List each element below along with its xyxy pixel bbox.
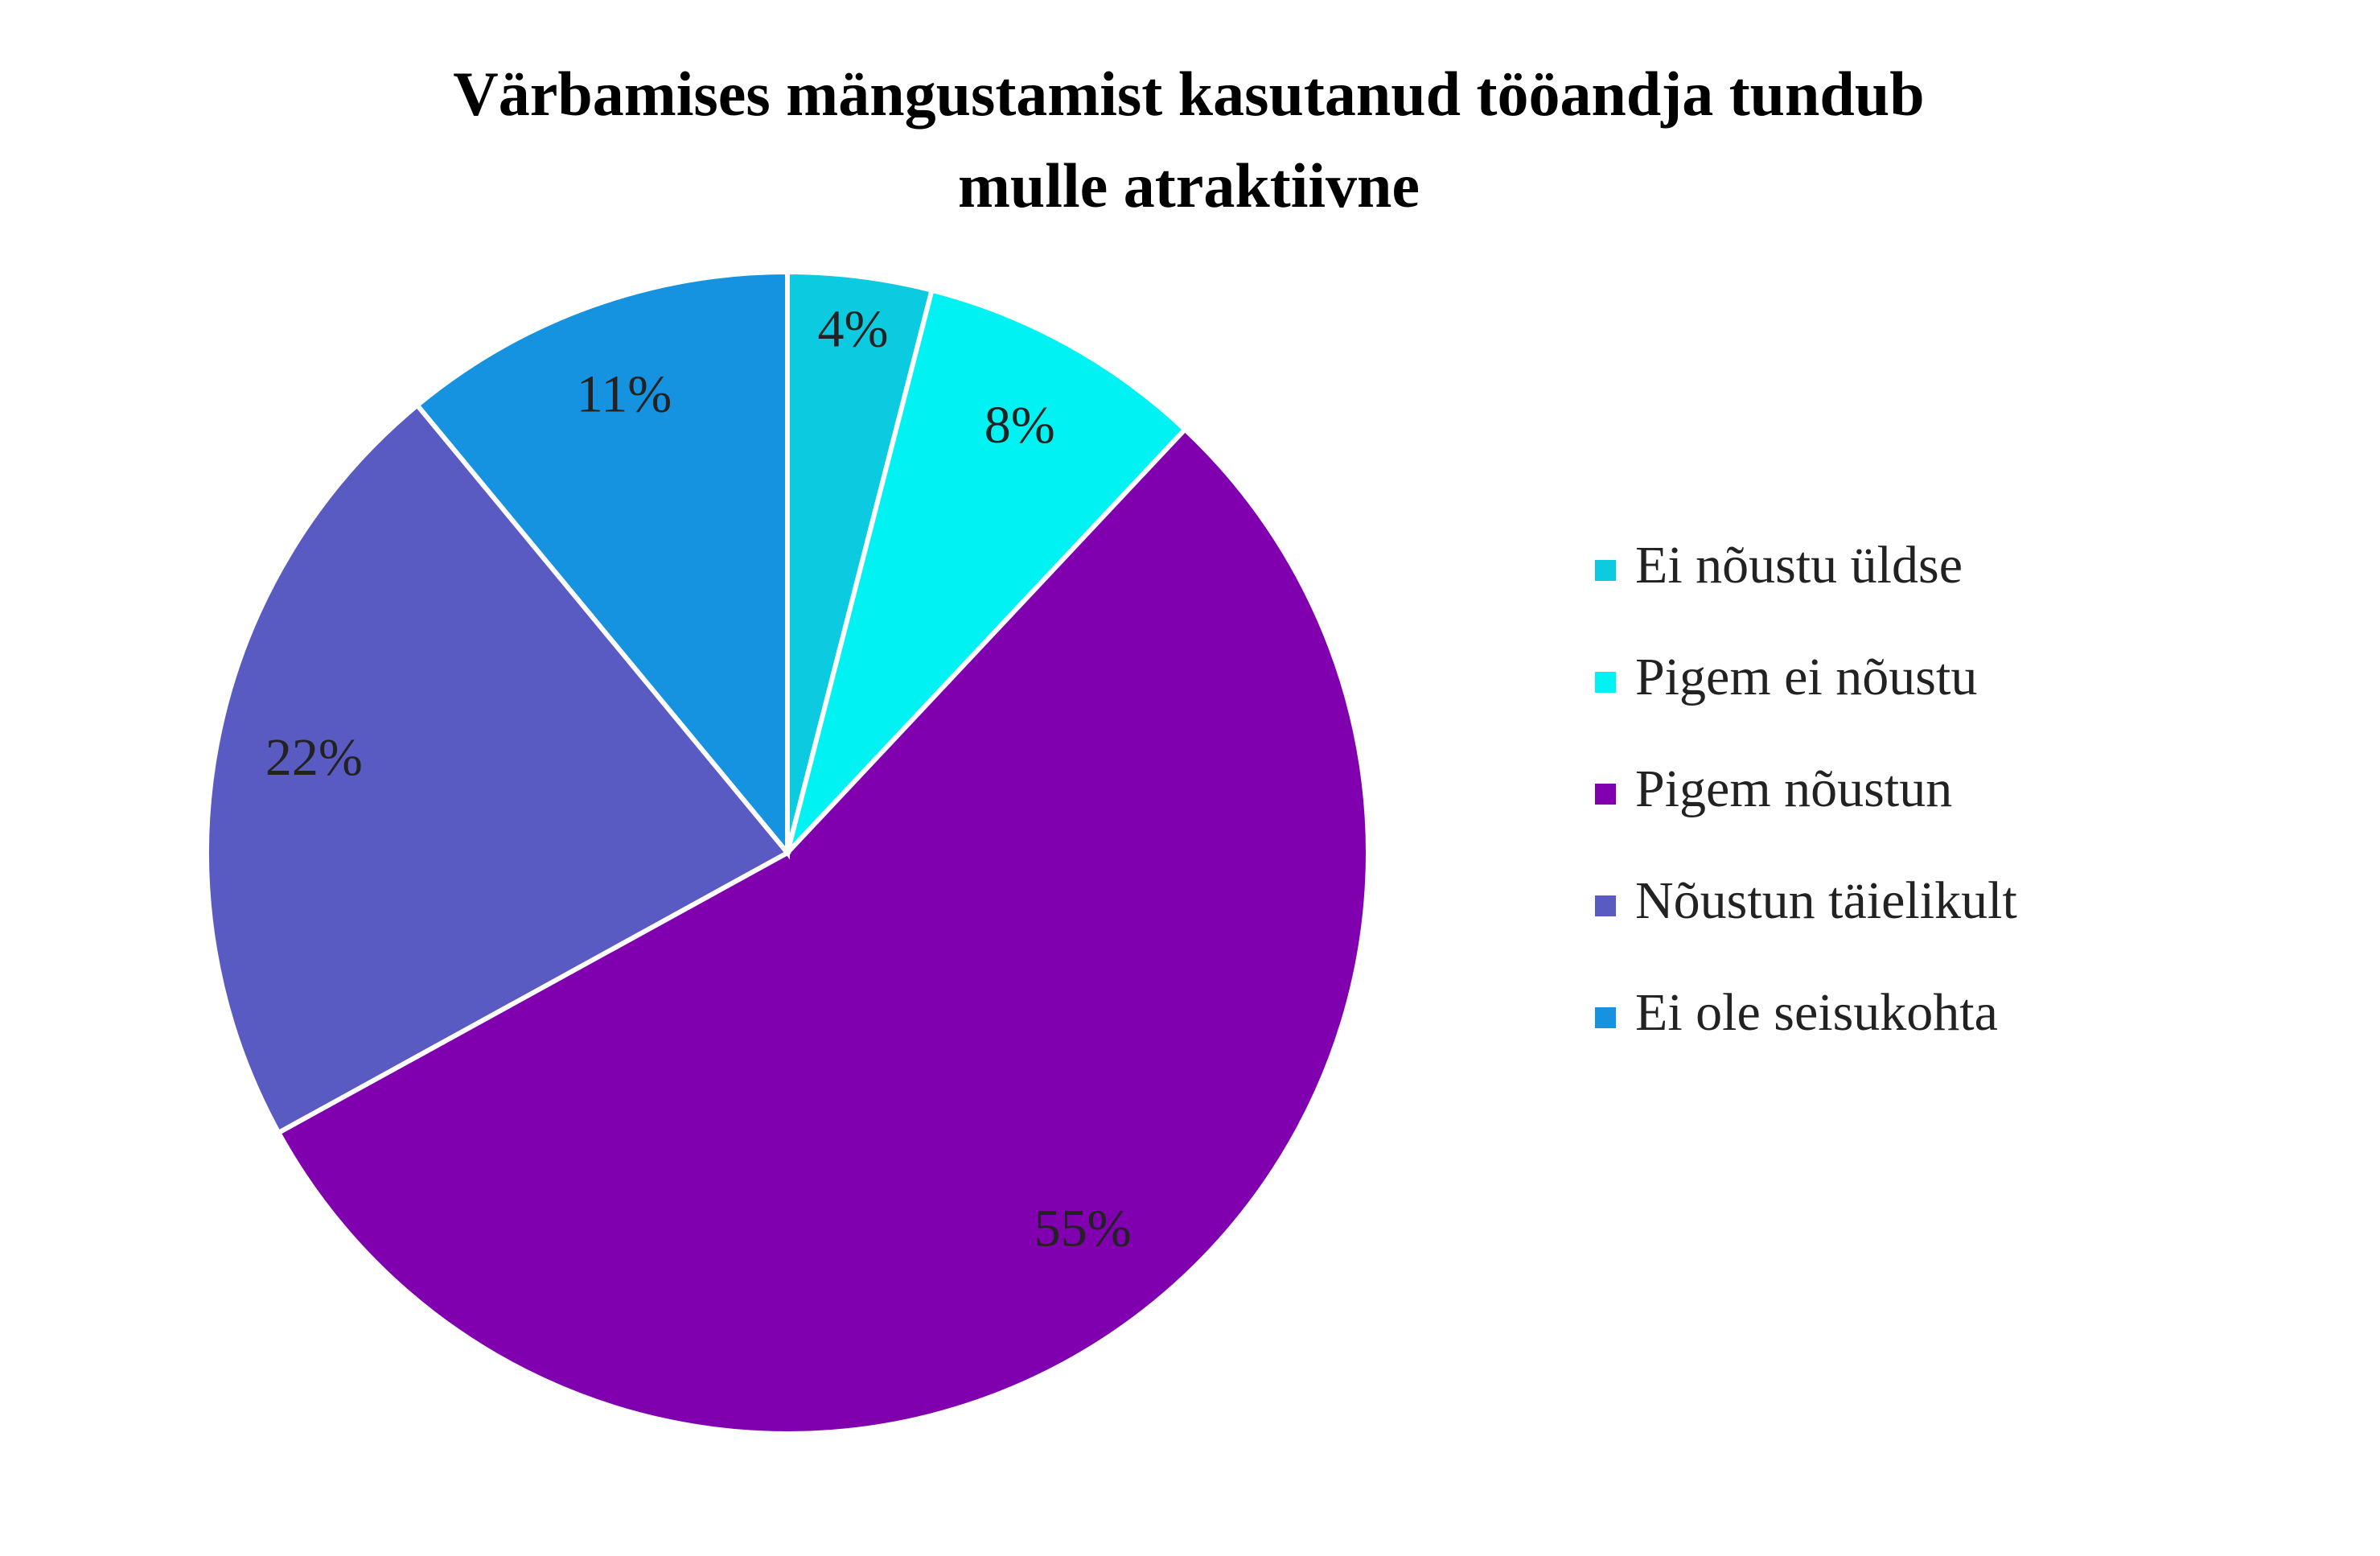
legend-swatch xyxy=(1595,672,1616,693)
pie-slice xyxy=(413,269,790,860)
legend-swatch xyxy=(1595,895,1616,916)
data-label: 8% xyxy=(984,396,1055,455)
legend-label: Pigem nõustun xyxy=(1635,759,1952,818)
data-label: 55% xyxy=(1034,1200,1132,1258)
legend-label: Pigem ei nõustu xyxy=(1635,648,1977,706)
pie-slice xyxy=(275,426,1371,1436)
legend-swatch xyxy=(1595,1007,1616,1028)
data-label: 4% xyxy=(817,299,888,358)
data-label: 11% xyxy=(577,364,672,423)
pie-slice xyxy=(204,401,791,1136)
legend-label: Ei ole seisukohta xyxy=(1635,983,1998,1042)
legend-label: Nõustun täielikult xyxy=(1635,871,2017,930)
pie-slice xyxy=(785,287,1189,855)
data-label: 22% xyxy=(265,728,363,787)
legend-label: Ei nõustu üldse xyxy=(1635,536,1963,595)
legend-swatch xyxy=(1595,784,1616,805)
legend-swatch xyxy=(1595,560,1616,581)
chart-title: Värbamises mängustamist kasutanud tööand… xyxy=(453,59,1925,220)
